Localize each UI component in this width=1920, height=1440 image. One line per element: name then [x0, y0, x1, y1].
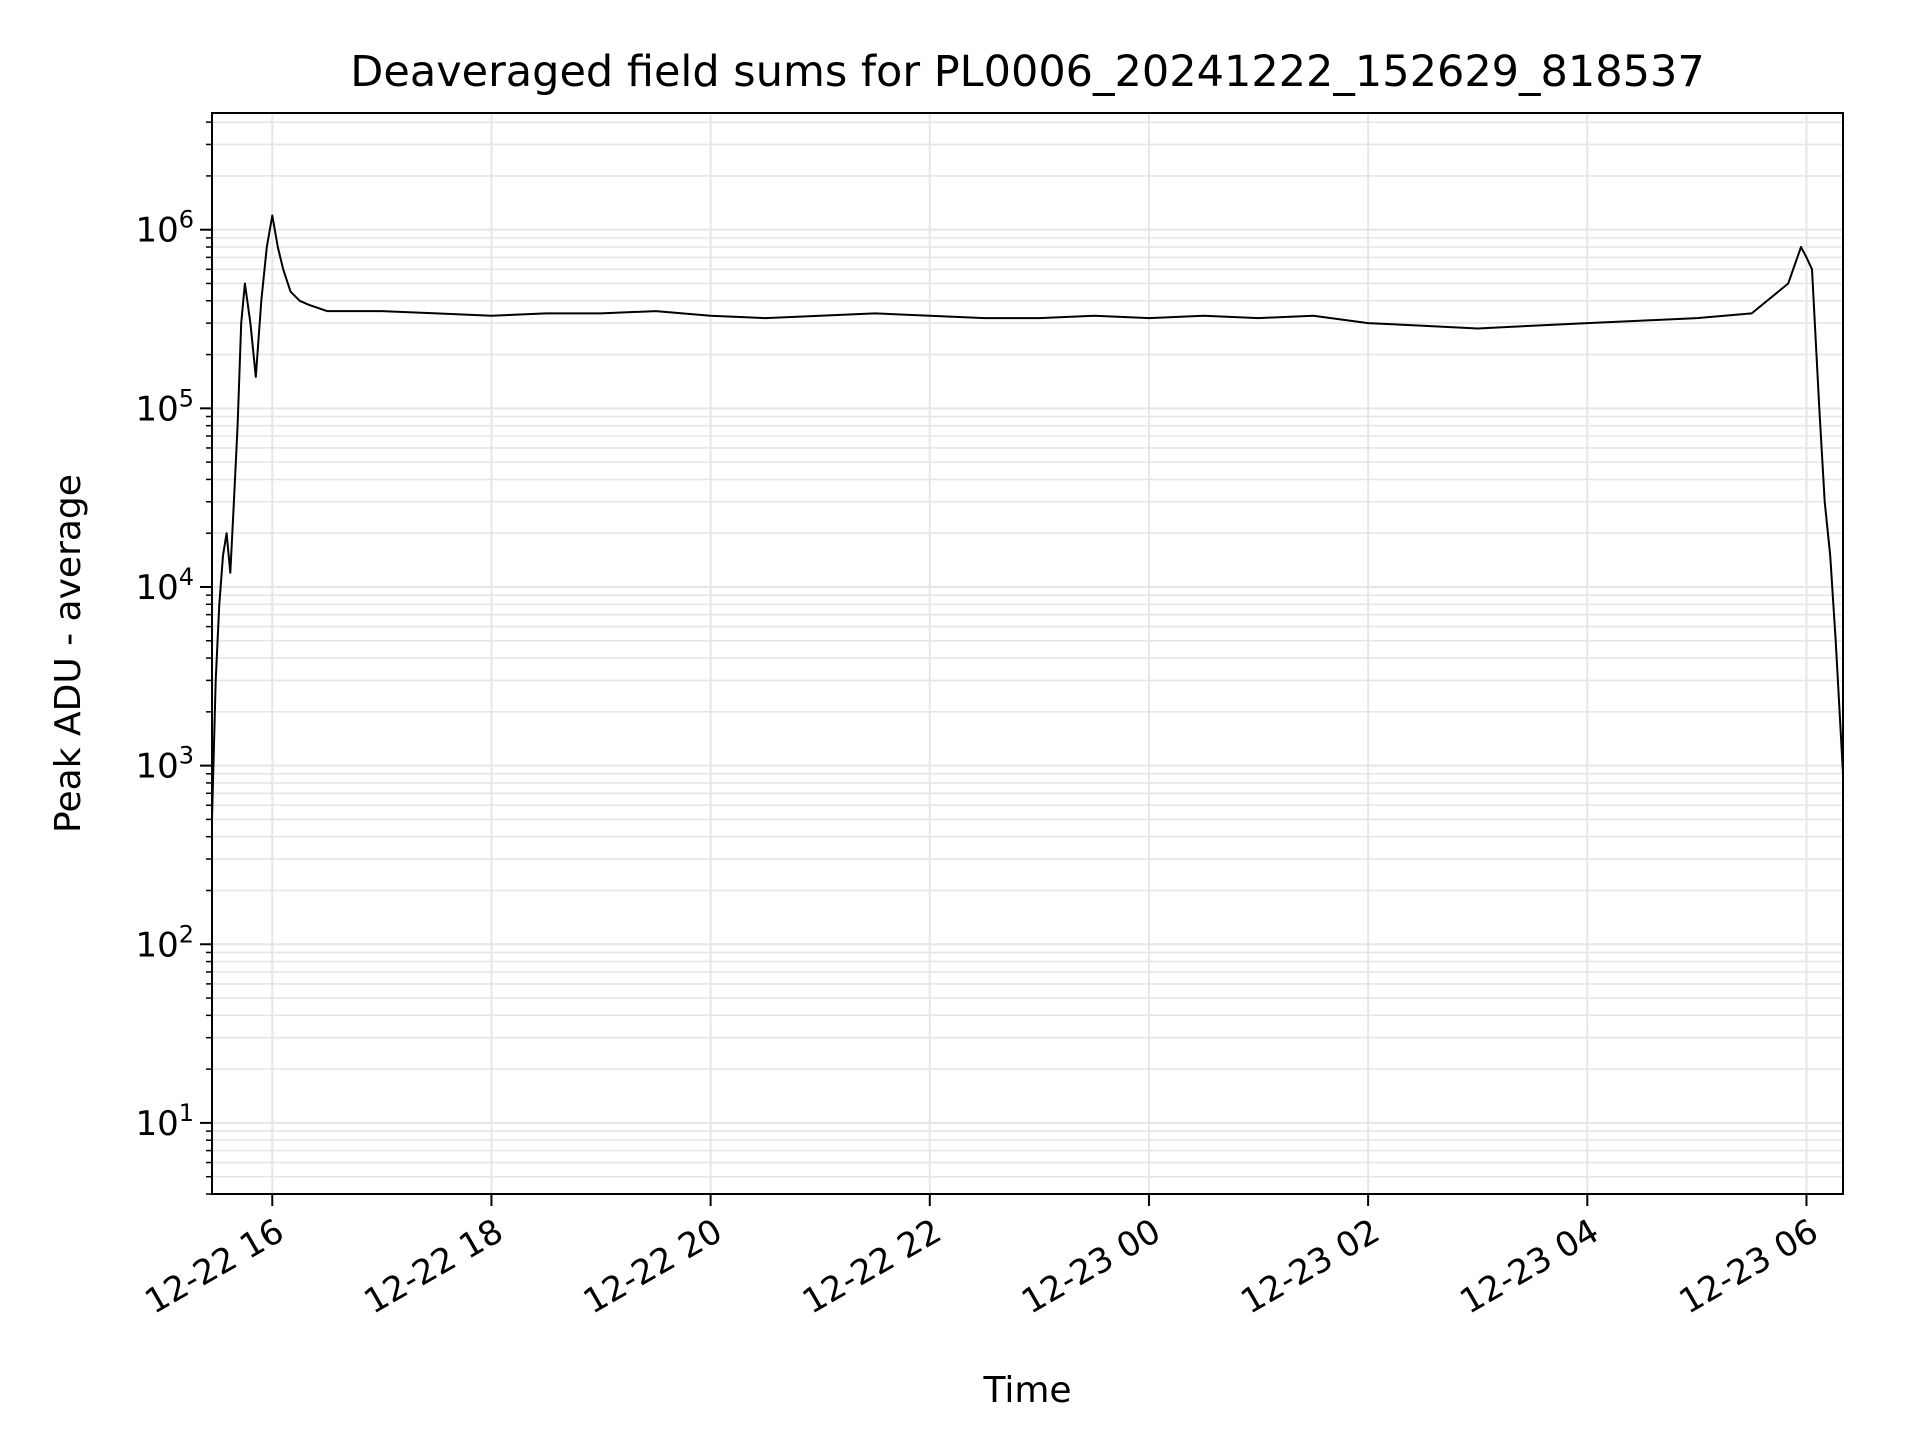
- y-tick-label: 104: [135, 563, 194, 608]
- y-axis: 101 102 103 104 105 106: [135, 121, 212, 1195]
- y-tick-label: 102: [135, 920, 194, 965]
- grid: [212, 113, 1843, 1195]
- axes-frame: [211, 112, 1844, 1195]
- series-line: [211, 214, 1844, 820]
- y-tick-label: 101: [135, 1099, 194, 1144]
- y-axis-label: Peak ADU - average: [48, 474, 89, 833]
- y-tick-label: 106: [135, 206, 194, 251]
- y-tick-label: 103: [135, 742, 194, 787]
- y-tick-label: 105: [135, 384, 194, 429]
- plot-area: [211, 214, 1844, 820]
- chart-title: Deaveraged field sums for PL0006_2024122…: [350, 47, 1704, 97]
- x-axis-label: Time: [982, 1370, 1071, 1411]
